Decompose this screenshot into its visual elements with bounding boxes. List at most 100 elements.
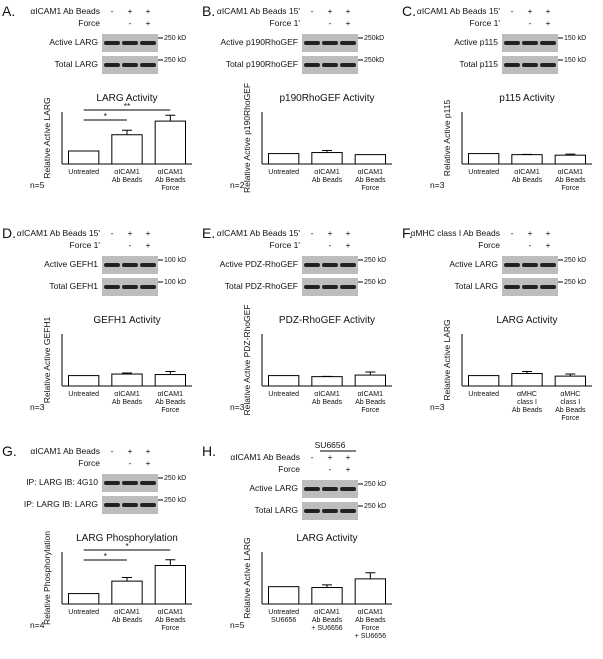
sample-size: n=3: [30, 402, 45, 412]
blot-marker: 250 kD: [164, 475, 186, 482]
treatment-sign: -: [311, 228, 314, 238]
error-bar: [165, 370, 176, 375]
treatment-label: Force: [78, 18, 100, 28]
panel-letter: F.: [402, 225, 413, 241]
chart-title: LARG Activity: [296, 533, 357, 544]
band: [340, 263, 356, 267]
panel: G. αICAM1 Ab Beads - + + Force - + IP: LARG IB: …: [2, 443, 192, 632]
error-bar: [522, 370, 532, 374]
error-bar: [365, 371, 376, 376]
treatment-sign: +: [346, 228, 351, 238]
blot-marker: 250 kD: [564, 279, 586, 286]
panel-letter: G.: [2, 443, 17, 459]
panel-letter: D.: [2, 225, 16, 241]
treatment-sign: +: [328, 452, 333, 462]
treatment-sign: -: [311, 452, 314, 462]
band: [304, 41, 320, 45]
treatment-sign: -: [311, 6, 314, 16]
x-tick-label: αICAM1 Ab Beads Force: [155, 391, 186, 414]
band: [340, 509, 356, 513]
panel-letter: B.: [202, 3, 215, 19]
band: [304, 509, 320, 513]
treatment-sign: +: [546, 228, 551, 238]
panel: F.αMHC class I Ab Beads - + + Force - + Active …: [402, 225, 592, 422]
blot-label: Total p190RhoGEF: [226, 59, 298, 69]
treatment-sign: +: [146, 6, 151, 16]
band: [322, 487, 338, 491]
blot-label: Active p190RhoGEF: [221, 37, 298, 47]
blot-marker: 250 kD: [164, 497, 186, 504]
band: [540, 41, 556, 45]
panel: E. αICAM1 Ab Beads 15' - + +Force 1' - +Active…: [202, 225, 392, 416]
bar: [554, 154, 587, 165]
error-bar: [165, 114, 176, 122]
error-bar: [322, 149, 332, 153]
treatment-label: αICAM1 Ab Beads 15': [217, 6, 300, 16]
band: [522, 41, 538, 45]
band: [322, 285, 338, 289]
error-bar: [122, 576, 132, 582]
treatment-sign: +: [546, 240, 551, 250]
band: [304, 487, 320, 491]
blot-label: Active LARG: [449, 259, 498, 269]
x-tick-label: αICAM1 Ab Beads Force + SU6656: [355, 609, 386, 640]
bar: [268, 586, 300, 605]
treatment-sign: +: [346, 464, 351, 474]
treatment-sign: -: [529, 18, 532, 28]
treatment-sign: -: [111, 6, 114, 16]
blot-marker: 250 kD: [364, 279, 386, 286]
band: [140, 263, 156, 267]
blot-label: Total LARG: [455, 281, 498, 291]
bar: [311, 587, 343, 605]
y-axis-label: Relative Active GEFH1: [42, 317, 52, 404]
x-tick-label: Untreated: [68, 169, 99, 176]
blot-marker: 250 kD: [164, 57, 186, 64]
band: [322, 63, 338, 67]
x-tick-label: αICAM1 Ab Beads: [312, 169, 343, 184]
significance-label: *: [104, 111, 108, 121]
band: [504, 285, 520, 289]
bar: [154, 374, 187, 387]
y-axis-label: Relative Active LARG: [242, 537, 252, 618]
significance-label: **: [124, 101, 131, 111]
bar: [68, 375, 100, 387]
bar: [468, 375, 500, 387]
treatment-label: Force 1': [270, 240, 301, 250]
chart-title: PDZ-RhoGEF Activity: [279, 315, 375, 326]
treatment-sign: -: [329, 464, 332, 474]
blot-label: Total LARG: [255, 505, 298, 515]
treatment-sign: +: [128, 446, 133, 456]
band: [322, 263, 338, 267]
x-tick-label: αMHC class I Ab Beads Force: [555, 391, 586, 422]
x-tick-label: Untreated: [268, 391, 299, 398]
band: [540, 263, 556, 267]
band: [122, 63, 138, 67]
bar: [111, 373, 143, 387]
treatment-sign: -: [129, 240, 132, 250]
treatment-sign: +: [146, 458, 151, 468]
chart-title: GEFH1 Activity: [93, 315, 160, 326]
treatment-sign: +: [346, 6, 351, 16]
sample-size: n=3: [230, 402, 245, 412]
x-tick-label: αICAM1 Ab Beads: [112, 169, 143, 184]
blot-marker: 250kD: [364, 57, 384, 64]
band: [504, 263, 520, 267]
band: [122, 503, 138, 507]
panel-letter: E.: [202, 225, 215, 241]
band: [140, 41, 156, 45]
band: [104, 63, 120, 67]
panel: B. αICAM1 Ab Beads 15' - + +Force 1' - +Active…: [202, 3, 392, 193]
blot-label: Total LARG: [55, 59, 98, 69]
chart-title: p190RhoGEF Activity: [279, 93, 374, 104]
treatment-label: αMHC class I Ab Beads: [411, 228, 500, 238]
treatment-sign: +: [528, 6, 533, 16]
x-tick-label: Untreated: [468, 391, 499, 398]
blot-marker: 150 kD: [564, 57, 586, 64]
band: [122, 263, 138, 267]
panel-letter: A.: [2, 3, 15, 19]
chart-title: LARG Phosphorylation: [76, 533, 178, 544]
blot-label: Total PDZ-RhoGEF: [225, 281, 298, 291]
band: [322, 509, 338, 513]
x-tick-label: αICAM1 Ab Beads Force: [555, 169, 586, 192]
